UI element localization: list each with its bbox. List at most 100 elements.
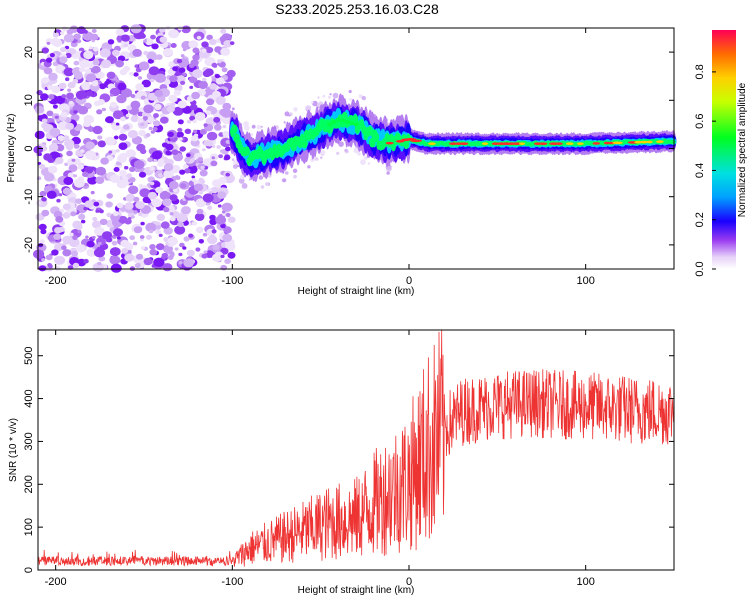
noise-blob xyxy=(40,229,47,235)
noise-blob xyxy=(155,186,164,194)
scatter-blob xyxy=(348,89,352,94)
noise-blob xyxy=(85,150,96,160)
noise-blob xyxy=(83,114,94,124)
noise-blob xyxy=(41,122,49,129)
noise-blob xyxy=(218,154,224,159)
noise-blob xyxy=(152,126,158,132)
scatter-blob xyxy=(283,121,286,124)
noise-blob xyxy=(192,119,197,124)
noise-blob xyxy=(194,112,206,121)
noise-blob xyxy=(43,153,52,161)
noise-blob xyxy=(141,79,151,88)
colorbar-tick-label: 0.0 xyxy=(694,261,706,276)
scatter-blob xyxy=(363,156,368,160)
noise-blob xyxy=(162,42,168,47)
noise-blob xyxy=(130,24,142,34)
noise-blob xyxy=(147,191,157,200)
colorbar-ticks: 0.0 0.2 0.4 0.6 0.8 xyxy=(694,64,716,277)
noise-blob xyxy=(34,105,45,114)
noise-blob xyxy=(92,59,100,66)
noise-blob xyxy=(126,173,133,179)
noise-blob xyxy=(75,198,82,204)
noise-blob xyxy=(116,236,121,240)
ridge-core xyxy=(656,140,664,143)
noise-blob xyxy=(52,104,58,109)
noise-blob xyxy=(121,248,129,254)
y-tick-label: 200 xyxy=(23,475,35,493)
noise-blob xyxy=(177,127,183,133)
noise-blob xyxy=(57,135,65,142)
noise-blob xyxy=(112,211,119,217)
noise-blob xyxy=(163,163,174,172)
noise-blob xyxy=(186,120,192,124)
scatter-blob xyxy=(293,107,298,112)
noise-blob xyxy=(182,72,187,77)
noise-blob xyxy=(222,233,233,242)
noise-blob xyxy=(107,83,116,90)
noise-blob xyxy=(124,218,132,225)
noise-blob xyxy=(88,46,93,50)
scatter-blob xyxy=(320,150,326,155)
noise-blob xyxy=(113,228,123,237)
noise-blob xyxy=(151,43,159,50)
noise-blob xyxy=(90,190,95,195)
noise-blob xyxy=(72,220,83,229)
noise-blob xyxy=(220,223,226,229)
noise-blob xyxy=(151,198,163,208)
scatter-blob xyxy=(353,147,360,154)
noise-blob xyxy=(162,263,173,272)
noise-blob xyxy=(180,54,185,58)
noise-blob xyxy=(140,148,147,154)
noise-blob xyxy=(106,193,113,199)
spectrogram-marks xyxy=(33,24,677,273)
noise-blob xyxy=(201,77,207,82)
noise-blob xyxy=(92,125,103,135)
noise-blob xyxy=(192,54,200,61)
noise-blob xyxy=(83,30,88,34)
noise-blob xyxy=(41,118,48,124)
noise-blob xyxy=(152,181,161,188)
noise-blob xyxy=(205,46,214,54)
x-tick-label: 0 xyxy=(406,576,412,588)
noise-blob xyxy=(119,68,128,76)
noise-blob xyxy=(118,133,128,141)
noise-blob xyxy=(204,68,214,76)
noise-blob xyxy=(96,109,103,115)
noise-blob xyxy=(160,221,170,229)
noise-blob xyxy=(178,261,183,265)
scatter-blob xyxy=(367,162,371,165)
noise-blob xyxy=(94,226,105,236)
noise-blob xyxy=(38,223,47,231)
noise-blob xyxy=(73,178,85,188)
noise-blob xyxy=(178,67,186,73)
noise-blob xyxy=(193,133,199,138)
noise-blob xyxy=(168,79,179,88)
scatter-blob xyxy=(357,152,361,156)
noise-blob xyxy=(115,122,120,126)
scatter-blob xyxy=(250,133,254,136)
noise-blob xyxy=(225,146,231,152)
scatter-blob xyxy=(256,125,261,130)
noise-blob xyxy=(214,74,220,79)
noise-blob xyxy=(77,105,89,115)
noise-blob xyxy=(159,190,171,201)
scatter-blob xyxy=(293,174,297,179)
scatter-blob xyxy=(292,168,298,173)
ridge-core xyxy=(539,142,548,145)
noise-blob xyxy=(197,157,204,162)
noise-blob xyxy=(72,262,80,268)
noise-blob xyxy=(220,149,225,154)
noise-blob xyxy=(69,100,74,105)
noise-blob xyxy=(215,77,225,85)
noise-blob xyxy=(127,178,133,183)
ridge-core xyxy=(353,122,359,127)
noise-blob xyxy=(45,57,53,63)
noise-blob xyxy=(95,209,100,213)
noise-blob xyxy=(138,131,144,136)
noise-blob xyxy=(135,83,145,91)
noise-blob xyxy=(133,210,138,214)
ridge-core xyxy=(645,140,653,144)
noise-blob xyxy=(41,47,49,54)
noise-blob xyxy=(44,172,55,182)
